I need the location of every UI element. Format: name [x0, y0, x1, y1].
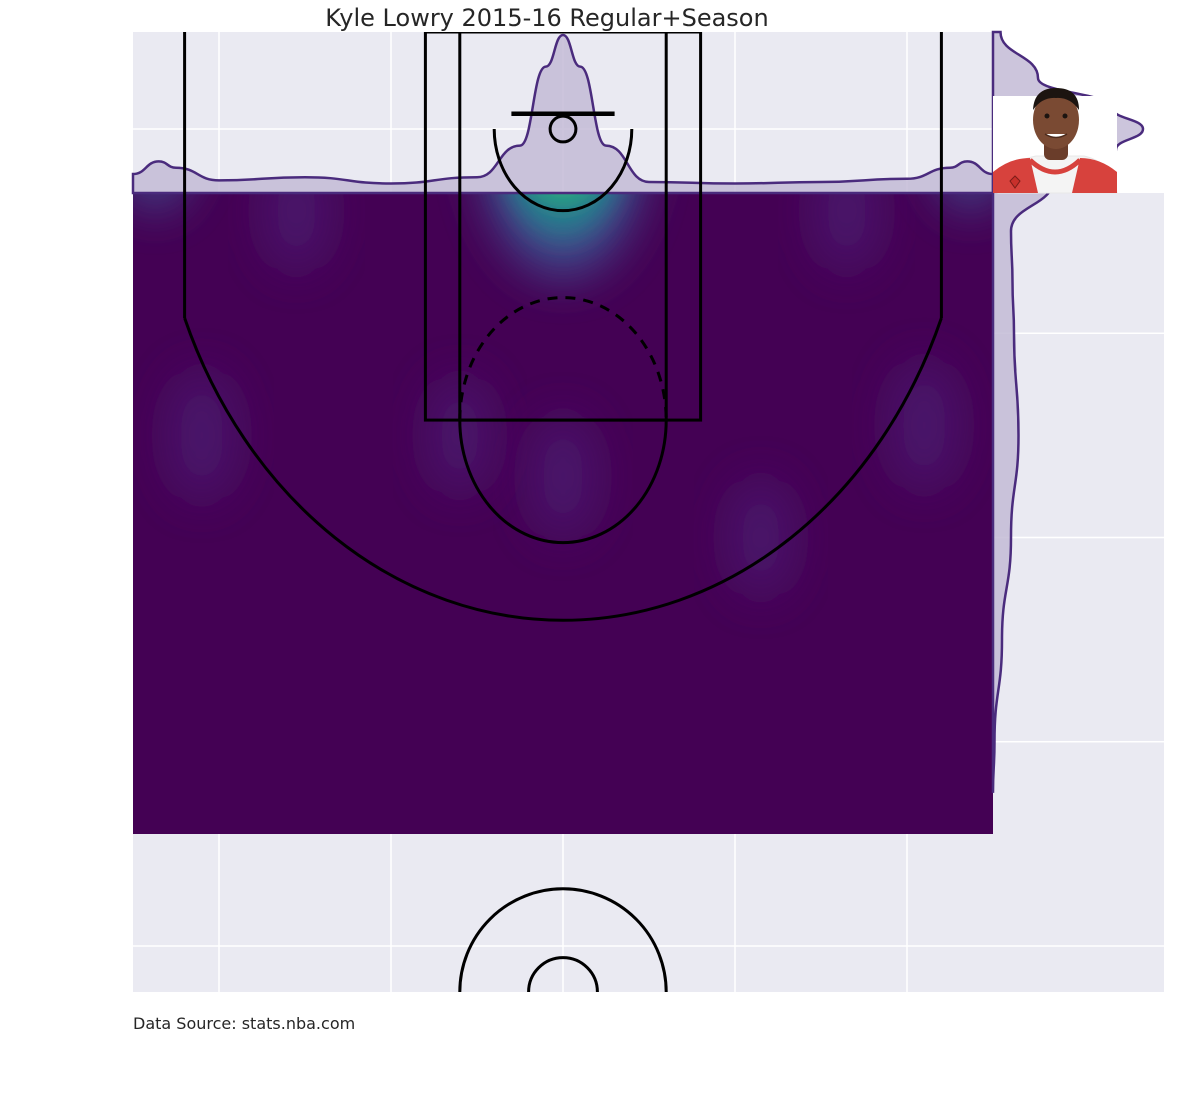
hoop	[548, 114, 578, 144]
y-marginal-panel	[993, 193, 1164, 992]
free-throw-bottom-arc	[458, 296, 668, 421]
data-source-note: Data Source: stats.nba.com	[133, 1014, 355, 1033]
chart-title: Kyle Lowry 2015-16 Regular+Season	[325, 4, 768, 32]
density-contour	[165, 370, 238, 501]
restricted-area	[492, 129, 634, 213]
free-throw-top-arc	[458, 420, 668, 545]
density-contour	[812, 193, 881, 272]
center-outer-circle	[458, 887, 668, 992]
density-contour	[943, 193, 993, 212]
inner-paint	[458, 32, 668, 422]
density-contour	[888, 360, 961, 491]
density-contour	[537, 193, 589, 205]
density-contour	[262, 193, 331, 272]
center-inner-circle	[527, 956, 599, 992]
density-contour	[133, 193, 183, 212]
player-headshot	[993, 88, 1118, 194]
density-contour	[727, 478, 795, 597]
density-contour	[528, 414, 598, 539]
three-point-arc	[183, 317, 943, 622]
court-lines	[183, 32, 943, 992]
